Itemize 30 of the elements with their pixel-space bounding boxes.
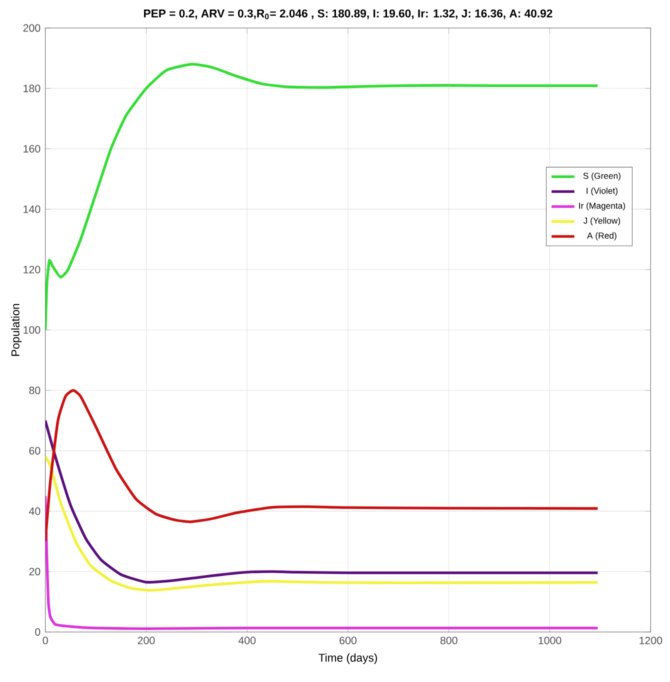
y-tick-label: 200 bbox=[23, 24, 40, 32]
x-tick-label: 1000 bbox=[538, 636, 562, 644]
line-series bbox=[45, 456, 600, 592]
x-tick-label: 600 bbox=[340, 636, 356, 644]
legend-label: I (Violet) bbox=[586, 187, 618, 196]
y-tick-label: 140 bbox=[24, 205, 40, 213]
line-series bbox=[45, 419, 600, 584]
y-tick-label: 180 bbox=[24, 84, 40, 92]
legend-label: A (Red) bbox=[587, 232, 616, 240]
x-tick-label: 800 bbox=[440, 636, 458, 644]
x-tick-label: 400 bbox=[238, 636, 256, 644]
y-tick-label: 60 bbox=[29, 447, 40, 455]
y-axis-title: Population bbox=[11, 304, 22, 356]
x-tick-label: 200 bbox=[138, 636, 155, 644]
y-tick-label: 40 bbox=[29, 507, 40, 515]
x-tick-label: 1200 bbox=[640, 636, 662, 644]
legend-label: Ir (Magenta) bbox=[579, 202, 626, 210]
y-tick-label: 120 bbox=[24, 266, 40, 274]
x-axis-title: Time (days) bbox=[318, 653, 377, 664]
legend-label: J (Yellow) bbox=[583, 217, 620, 226]
y-tick-label: 100 bbox=[24, 326, 40, 334]
legend-label: S (Green) bbox=[583, 172, 620, 181]
y-tick-label: 0 bbox=[35, 628, 40, 636]
x-tick-label: 0 bbox=[42, 636, 48, 644]
y-tick-label: 160 bbox=[24, 145, 40, 153]
chart-title: PEP = 0.2, ARV = 0.3,R$_{0}$= 2.046 , S: 180.89, I: 19.60, Ir: 1.32, J: 16.36, A: 40.92 bbox=[144, 9, 552, 20]
y-tick-label: 80 bbox=[29, 386, 40, 394]
line-series bbox=[45, 389, 600, 543]
line-series bbox=[45, 494, 600, 630]
y-tick-label: 20 bbox=[29, 568, 40, 576]
